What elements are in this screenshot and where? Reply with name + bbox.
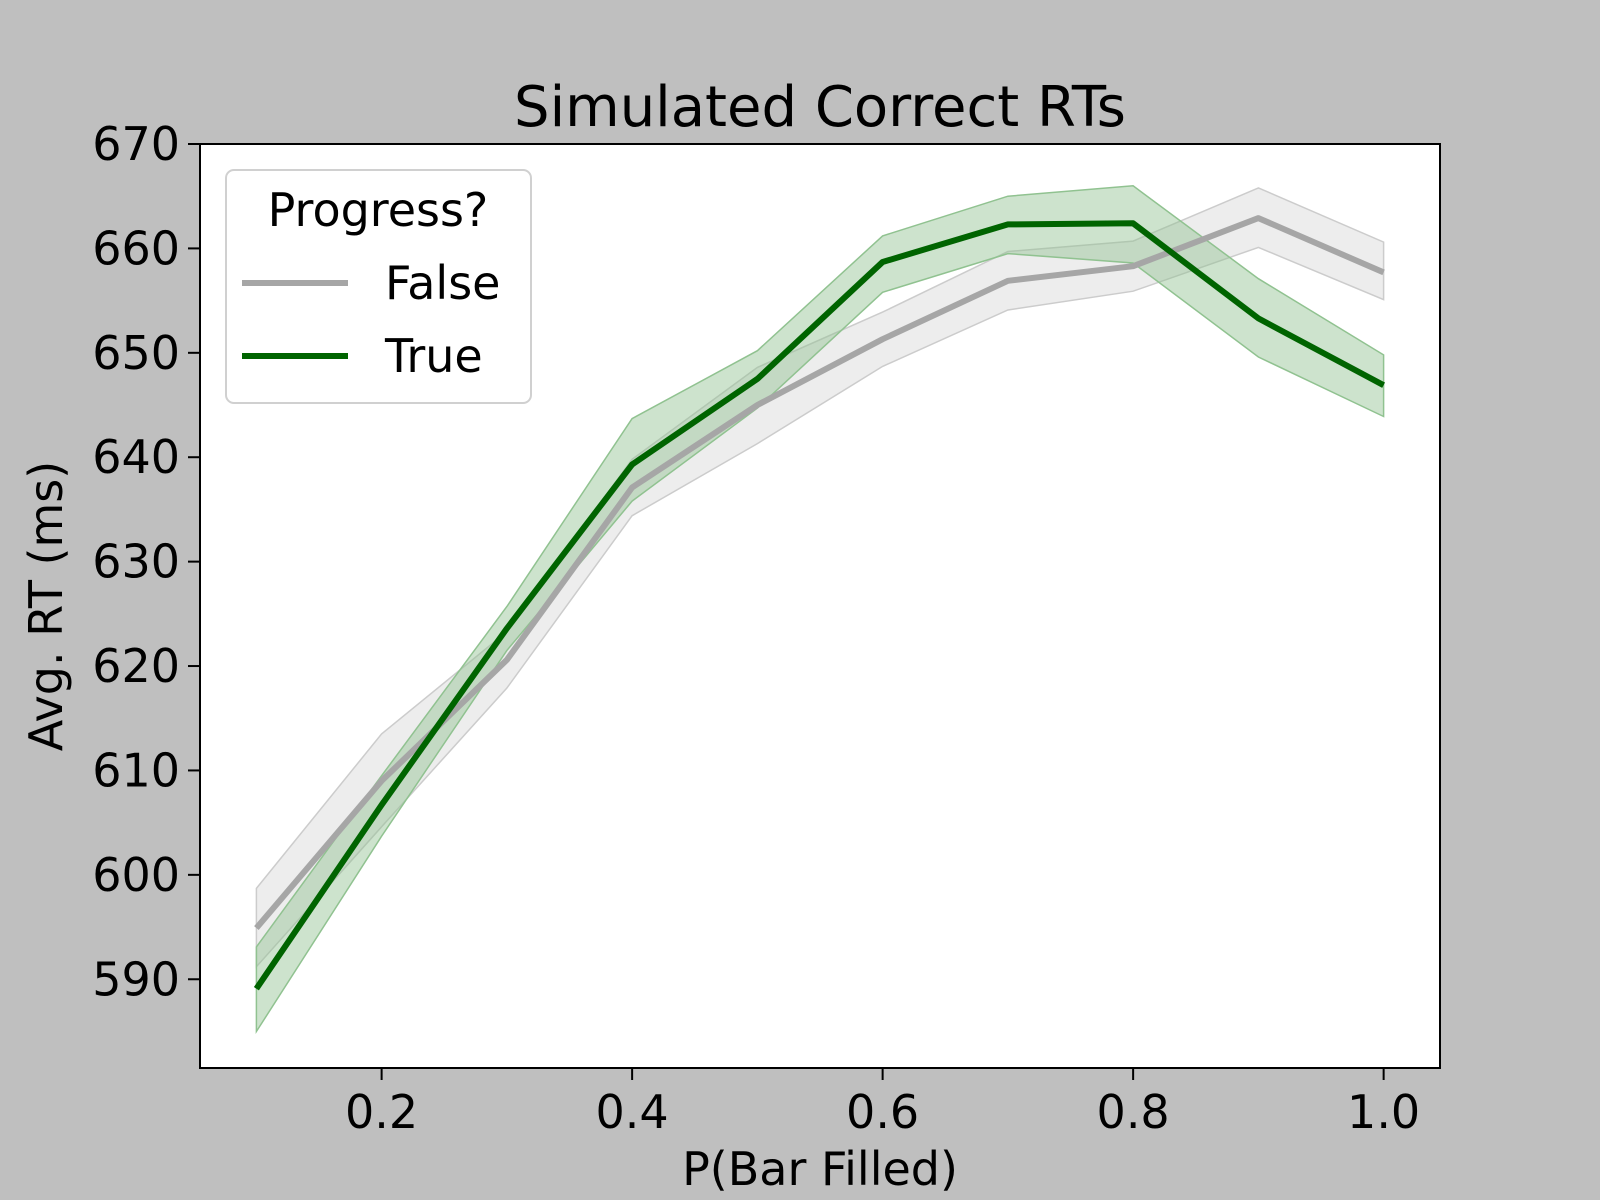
series-line-true [253, 220, 1386, 991]
y-axis-ticks: 590 600 610 620 630 640 650 660 670 [92, 117, 200, 1006]
y-tick-label: 660 [92, 221, 180, 275]
ci-band-false [255, 187, 1385, 969]
x-axis-ticks: 0.2 0.4 0.6 0.8 1.0 [345, 1068, 1420, 1139]
y-tick-label: 590 [92, 952, 180, 1006]
x-axis-label: P(Bar Filled) [682, 1142, 958, 1196]
y-tick-label: 610 [92, 743, 180, 797]
y-tick-label: 630 [92, 535, 180, 589]
x-tick-label: 0.6 [846, 1085, 919, 1139]
legend-label-false: False [385, 256, 500, 310]
plot-frame [199, 143, 1441, 1069]
y-axis-label: Avg. RT (ms) [19, 461, 73, 751]
x-tick-label: 0.8 [1097, 1085, 1170, 1139]
x-tick-label: 0.2 [345, 1085, 418, 1139]
y-tick-label: 600 [92, 848, 180, 902]
legend-box [225, 169, 532, 404]
y-tick-label: 620 [92, 639, 180, 693]
legend-label-true: True [384, 329, 483, 383]
series-lines [253, 215, 1386, 991]
legend-title: Progress? [268, 183, 489, 237]
x-tick-label: 1.0 [1347, 1085, 1420, 1139]
y-tick-label: 650 [92, 326, 180, 380]
y-tick-label: 640 [92, 430, 180, 484]
x-tick-label: 0.4 [596, 1085, 669, 1139]
chart-title: Simulated Correct RTs [514, 75, 1126, 140]
legend: Progress? False True [225, 169, 532, 404]
y-tick-label: 670 [92, 117, 180, 171]
